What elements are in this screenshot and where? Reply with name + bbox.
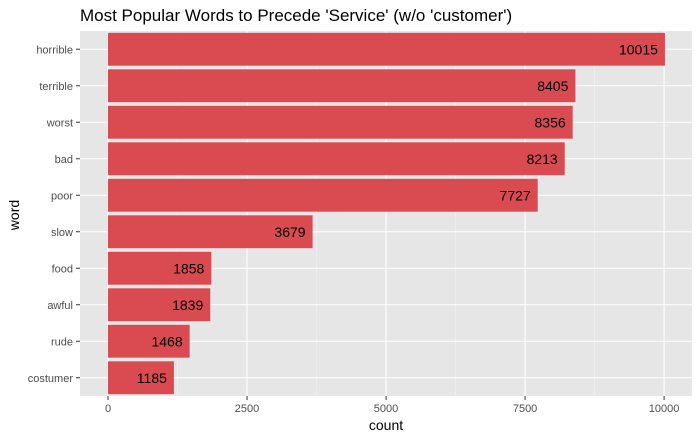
data-label-bad: 8213	[527, 151, 558, 167]
y-tick-label-costumer: costumer	[28, 373, 74, 385]
data-label-rude: 1468	[151, 333, 182, 349]
y-tick-label-bad: bad	[55, 154, 73, 166]
y-tick-label-food: food	[52, 263, 73, 275]
data-label-awful: 1839	[172, 297, 203, 313]
x-tick-label: 0	[105, 403, 111, 415]
data-label-food: 1858	[173, 260, 204, 276]
y-tick-label-slow: slow	[51, 227, 73, 239]
y-tick-label-awful: awful	[47, 300, 73, 312]
bar-worst	[108, 105, 573, 139]
bar-poor	[108, 178, 538, 212]
bar-costumer	[108, 361, 174, 395]
bar-food	[108, 251, 212, 285]
x-tick-label: 7500	[513, 403, 537, 415]
chart-title: Most Popular Words to Precede 'Service' …	[80, 6, 512, 25]
x-axis-title: count	[369, 417, 403, 433]
bar-horrible	[108, 32, 665, 66]
x-tick-label: 5000	[374, 403, 398, 415]
data-label-worst: 8356	[535, 114, 566, 130]
x-tick-label: 2500	[235, 403, 259, 415]
y-axis-title: word	[6, 200, 22, 231]
y-tick-label-rude: rude	[51, 336, 73, 348]
bar-slow	[108, 215, 313, 249]
bar-terrible	[108, 69, 576, 103]
x-axis: 0 2500 5000 7500 10000	[105, 396, 679, 415]
y-axis: horrible terrible worst bad poor slow food awfu…	[28, 44, 80, 385]
data-label-horrible: 10015	[619, 41, 658, 57]
x-tick-label: 10000	[649, 403, 680, 415]
bars	[108, 32, 665, 395]
y-tick-label-poor: poor	[51, 190, 73, 202]
data-label-terrible: 8405	[537, 78, 568, 94]
data-label-costumer: 1185	[137, 370, 167, 386]
bar-rude	[108, 324, 190, 358]
bar-awful	[108, 288, 211, 322]
data-labels: 10015 8405 8356 8213 7727 3679 1858 1839 1468 118…	[137, 41, 658, 386]
data-label-slow: 3679	[274, 224, 305, 240]
data-label-poor: 7727	[500, 187, 531, 203]
y-tick-label-worst: worst	[46, 117, 73, 129]
y-tick-label-terrible: terrible	[39, 81, 73, 93]
y-tick-label-horrible: horrible	[36, 44, 73, 56]
bar-bad	[108, 142, 565, 176]
